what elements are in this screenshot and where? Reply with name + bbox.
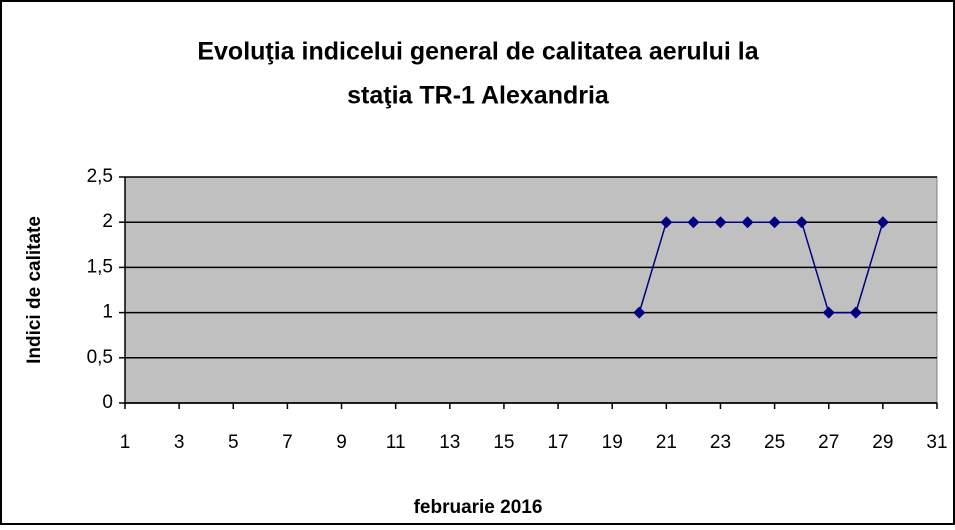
x-tick-label: 21 <box>656 432 677 453</box>
marker <box>822 306 835 319</box>
x-tick-label: 17 <box>547 432 568 453</box>
marker <box>714 216 727 229</box>
line <box>638 221 884 314</box>
x-tick-label: 15 <box>493 432 514 453</box>
y-axis-label: Indici de calitate <box>24 216 45 364</box>
marker <box>876 216 889 229</box>
chart-title: staţia TR-1 Alexandria <box>347 82 610 110</box>
marker <box>741 216 754 229</box>
y-tick-label: 1,5 <box>87 256 113 277</box>
y-tick-label: 0,5 <box>87 347 113 368</box>
plot-area <box>124 176 938 404</box>
y-tick-label: 2 <box>102 211 113 232</box>
x-tick-label: 9 <box>336 432 347 453</box>
marker <box>795 216 808 229</box>
x-tick-label: 5 <box>228 432 239 453</box>
x-tick-label: 29 <box>872 432 893 453</box>
x-tick-label: 25 <box>764 432 785 453</box>
x-tick-label: 11 <box>386 432 406 453</box>
x-tick-label: 31 <box>926 432 947 453</box>
y-tick-label: 2,5 <box>87 166 113 187</box>
x-tick-label: 3 <box>174 432 185 453</box>
x-tick-label: 13 <box>439 432 460 453</box>
marker <box>687 216 700 229</box>
marker <box>633 306 646 319</box>
x-tick-label: 1 <box>120 432 131 453</box>
x-tick-label: 23 <box>710 432 731 453</box>
x-tick-label: 27 <box>818 432 839 453</box>
chart-title: Evoluţia indicelui general de calitatea … <box>197 38 759 66</box>
marker <box>660 216 673 229</box>
y-tick-label: 1 <box>102 302 113 323</box>
y-tick-label: 0 <box>102 392 113 413</box>
marker <box>849 306 862 319</box>
x-axis-label: februarie 2016 <box>414 497 543 518</box>
x-tick-label: 19 <box>602 432 623 453</box>
marker <box>768 216 781 229</box>
x-tick-label: 7 <box>282 432 293 453</box>
